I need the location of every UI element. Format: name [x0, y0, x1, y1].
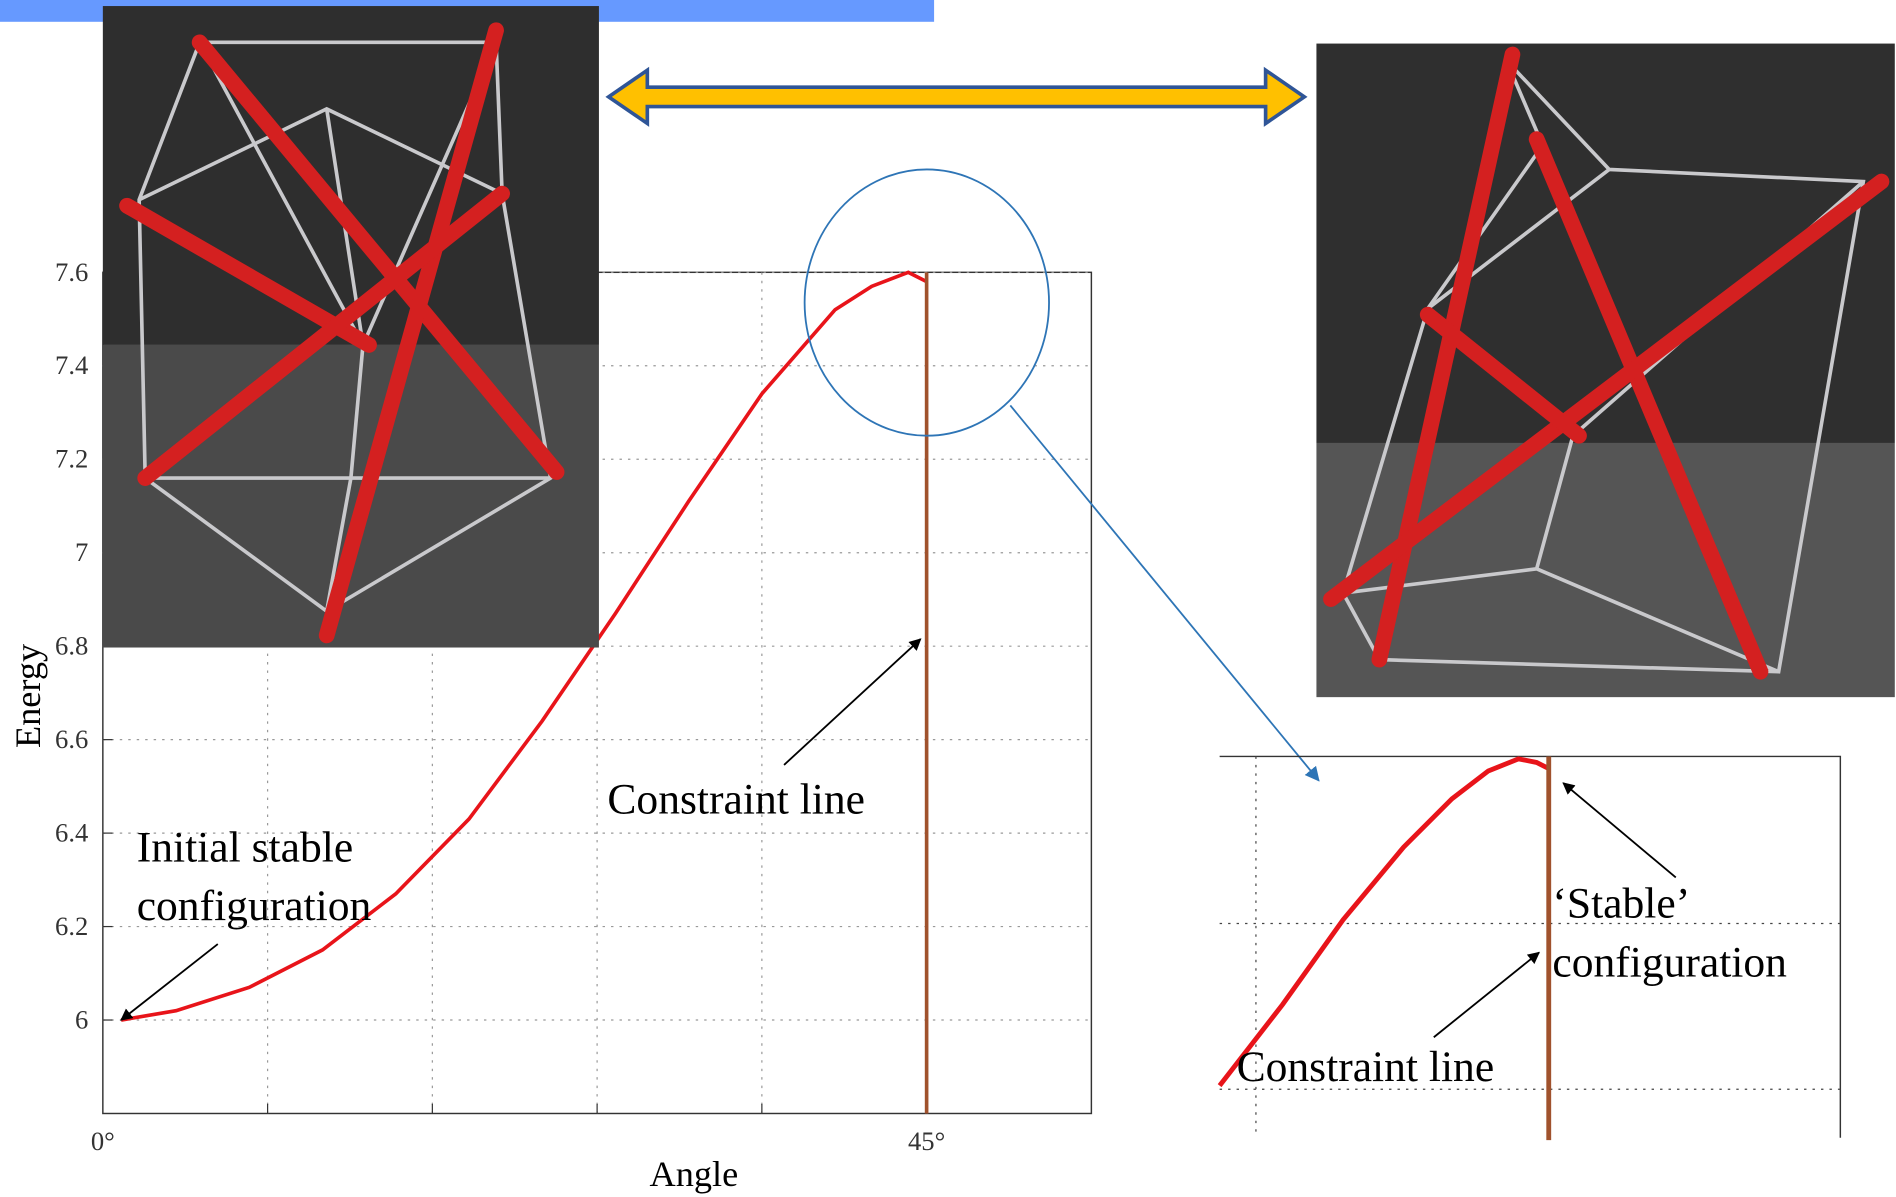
annotation: configuration — [137, 882, 372, 930]
y-tick-label: 7 — [75, 537, 88, 567]
y-tick-label: 6.6 — [55, 724, 88, 754]
inset: ‘Stable’ configuration Constraint line — [1220, 756, 1841, 1140]
x-axis-label: Angle — [650, 1154, 739, 1194]
y-tick-label: 7.6 — [55, 257, 88, 287]
slide: 6 6.2 6.4 6.6 6.8 7 7.2 7.4 7.6 0° 45° Angle Energy — [0, 0, 1896, 1197]
inset-label: ‘Stable’ — [1552, 879, 1690, 927]
y-tick-label: 6 — [75, 1004, 88, 1034]
photo-right — [1316, 44, 1894, 698]
y-tick-label: 6.8 — [55, 631, 88, 661]
y-tick-label: 6.2 — [55, 911, 88, 941]
x-tick-label: 45° — [908, 1126, 945, 1156]
constraint-label: Constraint line — [607, 775, 865, 823]
double-arrow — [609, 70, 1305, 123]
inset-label: Constraint line — [1237, 1043, 1495, 1091]
photo-left — [103, 6, 599, 647]
x-tick-label: 0° — [91, 1126, 115, 1156]
y-tick-label: 7.4 — [55, 350, 88, 380]
y-tick-label: 6.4 — [55, 818, 88, 848]
y-axis-label: Energy — [8, 644, 48, 748]
y-tick-label: 7.2 — [55, 444, 88, 474]
inset-label: configuration — [1552, 939, 1787, 987]
page: 6 6.2 6.4 6.6 6.8 7 7.2 7.4 7.6 0° 45° Angle Energy — [0, 0, 1896, 1197]
annotation: Initial stable — [137, 824, 353, 872]
